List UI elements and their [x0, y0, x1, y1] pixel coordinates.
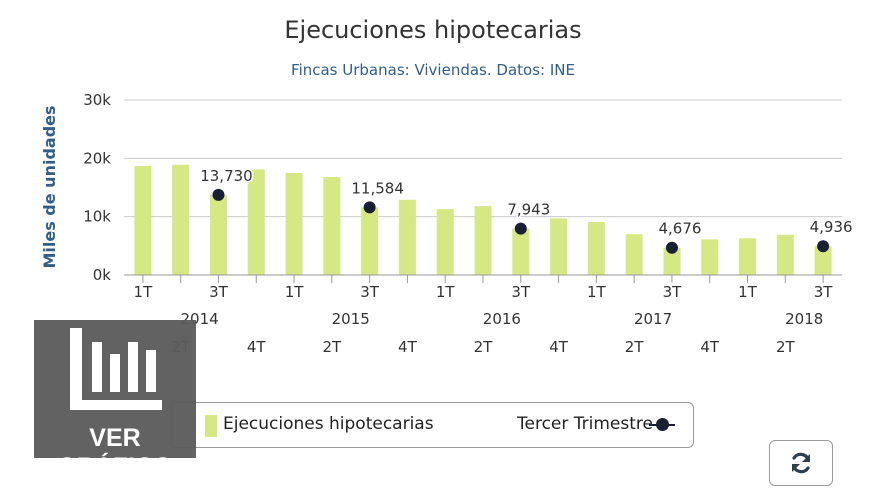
view-chart-label: VER GRÁFICO [57, 424, 173, 481]
bar [398, 199, 416, 275]
bar [663, 247, 681, 275]
bar [285, 172, 303, 275]
year-label: 2018 [785, 310, 823, 328]
x-tick-label: 3T [511, 283, 531, 301]
bar [550, 218, 568, 275]
bar [512, 228, 530, 275]
x-tick-label: 4T [247, 338, 267, 356]
y-axis-label: Miles de unidades [40, 105, 59, 268]
year-label: 2015 [332, 310, 370, 328]
refresh-button[interactable] [769, 440, 833, 486]
x-tick-label: 1T [587, 283, 607, 301]
x-axis: 1T2T3T4T1T2T3T4T1T2T3T4T1T2T3T4T1T2T3T20… [124, 274, 842, 356]
x-tick-label: 2T [322, 338, 342, 356]
bar [436, 209, 454, 275]
view-chart-overlay[interactable]: VER GRÁFICO [34, 320, 196, 481]
bar-chart-icon [70, 328, 162, 410]
data-label: 7,943 [507, 201, 550, 219]
year-label: 2017 [634, 310, 672, 328]
x-tick-label: 2T [625, 338, 645, 356]
bar [361, 207, 379, 275]
bar [474, 206, 492, 275]
x-tick-label: 1T [436, 283, 456, 301]
x-tick-label: 4T [700, 338, 720, 356]
dot-point [212, 188, 225, 201]
bar [587, 221, 605, 275]
bar [814, 246, 832, 275]
legend-bar-swatch[interactable] [205, 415, 217, 437]
data-label: 4,676 [658, 220, 701, 238]
data-label: 13,730 [200, 167, 253, 185]
x-tick-label: 3T [663, 283, 683, 301]
x-tick-label: 3T [209, 283, 229, 301]
dot-point [665, 241, 678, 254]
bar [209, 194, 227, 275]
chart-subtitle: Fincas Urbanas: Viviendas. Datos: INE [291, 61, 575, 79]
x-tick-label: 1T [738, 283, 758, 301]
bar [739, 238, 757, 275]
dot-series: 13,730 11,584 7,943 4,676 4,936 [199, 165, 854, 254]
x-tick-label: 2T [474, 338, 494, 356]
bar [625, 234, 643, 275]
y-tick-label: 0k [93, 266, 112, 284]
x-tick-label: 3T [360, 283, 380, 301]
year-label: 2016 [483, 310, 521, 328]
legend: Ejecuciones hipotecarias Tercer Trimestr… [170, 402, 694, 448]
y-tick-label: 30k [83, 91, 111, 109]
bar [247, 169, 265, 275]
x-tick-label: 4T [549, 338, 569, 356]
data-label: 11,584 [351, 179, 404, 197]
bar-series [134, 164, 832, 275]
refresh-icon [792, 452, 810, 474]
bar [701, 239, 719, 275]
x-tick-label: 1T [285, 283, 305, 301]
bar [776, 234, 794, 275]
y-tick-label: 20k [83, 149, 111, 167]
legend-bar-label[interactable]: Ejecuciones hipotecarias [223, 414, 434, 434]
y-tick-label: 10k [83, 208, 111, 226]
bar [323, 177, 341, 275]
bar [172, 164, 190, 275]
data-label: 4,936 [810, 218, 853, 236]
legend-dot-marker [656, 418, 669, 431]
x-tick-label: 1T [134, 283, 154, 301]
chart-title: Ejecuciones hipotecarias [284, 16, 581, 44]
dot-point [514, 222, 527, 235]
dot-point [817, 240, 830, 253]
x-tick-label: 4T [398, 338, 418, 356]
grid: 0k 10k 20k 30k [83, 91, 842, 284]
x-tick-label: 2T [776, 338, 796, 356]
legend-dot-label[interactable]: Tercer Trimestre [517, 414, 653, 434]
x-tick-label: 3T [814, 283, 834, 301]
bar [134, 165, 152, 275]
dot-point [363, 201, 376, 214]
